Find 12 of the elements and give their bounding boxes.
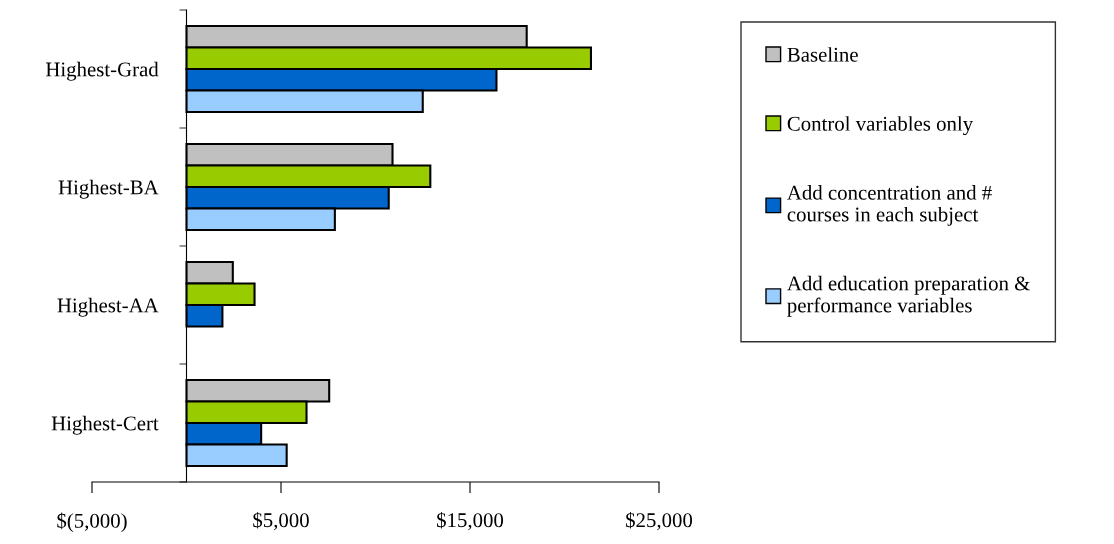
legend-label: Add education preparation & performance variables [787,275,1031,317]
x-tick-label: $15,000 [437,511,504,531]
y-tick-label: Highest-Grad [45,61,159,81]
x-tick-label: $(5,000) [57,512,127,533]
x-tick-label: $5,000 [253,511,309,531]
y-tick-label: Highest-Cert [51,415,159,435]
legend-label: Baseline [787,47,858,62]
y-tick-label: Highest-BA [58,179,159,199]
y-tick-label: Highest-AA [57,297,159,317]
x-tick-label: $25,000 [626,511,693,531]
legend-label: Control variables only [787,116,974,136]
legend-label: Add concentration and # courses in each subject [787,185,992,226]
